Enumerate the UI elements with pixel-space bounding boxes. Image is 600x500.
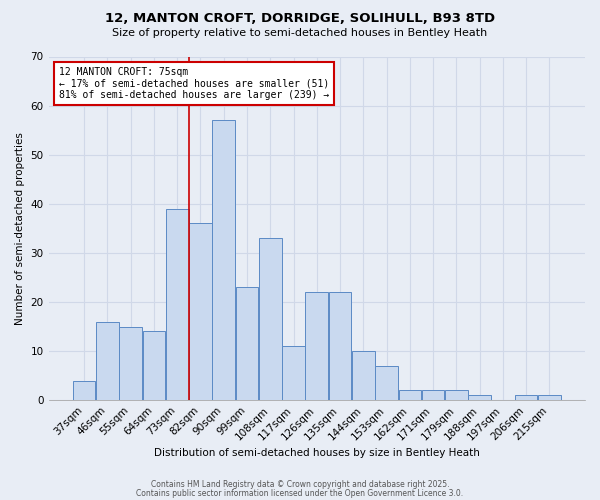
Text: Size of property relative to semi-detached houses in Bentley Heath: Size of property relative to semi-detach… bbox=[112, 28, 488, 38]
Y-axis label: Number of semi-detached properties: Number of semi-detached properties bbox=[15, 132, 25, 325]
Bar bbox=[468, 396, 491, 400]
Bar bbox=[398, 390, 421, 400]
Bar bbox=[515, 396, 538, 400]
Bar bbox=[352, 351, 374, 400]
Bar bbox=[96, 322, 119, 400]
Bar bbox=[189, 224, 212, 400]
Text: Contains HM Land Registry data © Crown copyright and database right 2025.: Contains HM Land Registry data © Crown c… bbox=[151, 480, 449, 489]
Bar bbox=[143, 332, 165, 400]
Bar bbox=[236, 288, 258, 400]
Bar bbox=[538, 396, 560, 400]
Bar bbox=[166, 208, 188, 400]
Bar bbox=[73, 380, 95, 400]
Bar bbox=[329, 292, 352, 400]
Bar bbox=[422, 390, 445, 400]
Bar bbox=[259, 238, 281, 400]
Text: 12, MANTON CROFT, DORRIDGE, SOLIHULL, B93 8TD: 12, MANTON CROFT, DORRIDGE, SOLIHULL, B9… bbox=[105, 12, 495, 26]
Text: Contains public sector information licensed under the Open Government Licence 3.: Contains public sector information licen… bbox=[136, 488, 464, 498]
Bar bbox=[282, 346, 305, 400]
X-axis label: Distribution of semi-detached houses by size in Bentley Heath: Distribution of semi-detached houses by … bbox=[154, 448, 480, 458]
Bar bbox=[445, 390, 467, 400]
Bar bbox=[375, 366, 398, 400]
Text: 12 MANTON CROFT: 75sqm
← 17% of semi-detached houses are smaller (51)
81% of sem: 12 MANTON CROFT: 75sqm ← 17% of semi-det… bbox=[59, 67, 329, 100]
Bar bbox=[305, 292, 328, 400]
Bar bbox=[119, 326, 142, 400]
Bar bbox=[212, 120, 235, 400]
